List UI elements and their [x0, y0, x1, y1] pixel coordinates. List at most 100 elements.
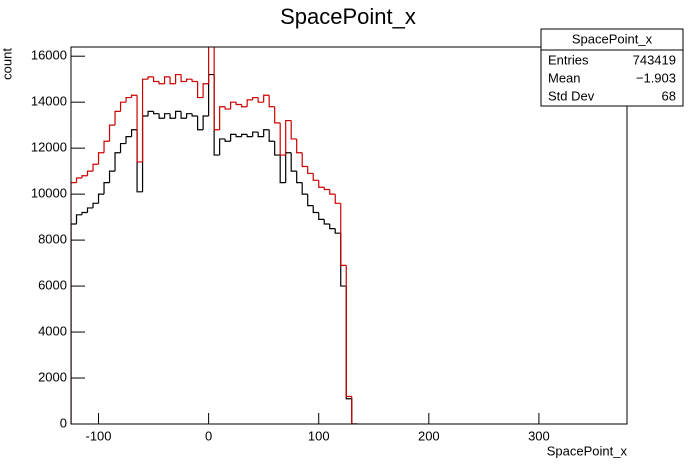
- histogram-bin: [246, 134, 253, 138]
- histogram-bin: [257, 132, 264, 138]
- stats-border: [540, 28, 684, 107]
- histogram-bin: [97, 193, 105, 204]
- histogram-bin: [318, 212, 325, 221]
- histogram-bin: [268, 95, 275, 108]
- histogram-bin: [219, 138, 226, 156]
- histogram-bin: [158, 81, 165, 85]
- y-tick-label: 2000: [38, 369, 67, 384]
- histogram-bin: [257, 97, 264, 103]
- histogram-bin: [296, 138, 303, 154]
- histogram-bin: [334, 194, 341, 204]
- histogram-bin: [334, 228, 341, 234]
- histogram-bin: [197, 115, 204, 131]
- histogram-bin: [274, 141, 281, 156]
- histogram-bin: [301, 182, 308, 195]
- histogram-bin: [147, 76, 154, 80]
- x-tick-label: 300: [528, 428, 550, 443]
- histogram-bin: [119, 101, 127, 112]
- histogram-bin: [301, 152, 308, 168]
- histogram-bin: [340, 203, 347, 266]
- histogram-bin: [323, 219, 330, 225]
- histogram-bin: [152, 111, 160, 115]
- histogram-bin: [103, 140, 110, 153]
- histogram-bin: [114, 152, 121, 172]
- histogram-bin: [246, 99, 253, 107]
- histogram-bin: [241, 133, 248, 137]
- stats-label: Entries: [548, 52, 589, 67]
- histogram-bin: [219, 106, 226, 130]
- histogram-bin: [152, 76, 160, 83]
- histogram-bin: [75, 214, 83, 225]
- histogram-bin: [86, 170, 94, 176]
- histogram-bin: [290, 120, 297, 140]
- histogram-bin: [197, 81, 204, 99]
- histogram-bin: [130, 129, 138, 137]
- histogram-bin: [307, 166, 314, 175]
- histogram-bin: [351, 396, 358, 424]
- histogram-bin: [312, 205, 319, 214]
- histogram-bin: [296, 171, 303, 184]
- plot-area: [71, 47, 358, 424]
- histogram-bin: [147, 110, 154, 116]
- histogram-bin: [268, 129, 275, 142]
- histogram-bin: [114, 110, 121, 126]
- histogram-bin: [119, 142, 127, 153]
- histogram-bin: [81, 211, 88, 215]
- y-tick-label: 10000: [31, 186, 67, 201]
- histogram-bin: [174, 110, 182, 119]
- histogram-bin: [169, 76, 176, 85]
- histogram-bin: [136, 95, 143, 163]
- histogram-bin: [108, 170, 116, 183]
- histogram-bin: [307, 194, 314, 207]
- histogram-bin: [97, 152, 105, 165]
- x-tick-label: 200: [418, 428, 440, 443]
- x-tick-label: -100: [86, 428, 112, 443]
- histogram-bin: [235, 134, 242, 138]
- histogram-bin: [191, 79, 198, 83]
- histogram-bin: [208, 47, 210, 84]
- histogram-bin: [241, 104, 248, 108]
- histogram-bin: [125, 96, 132, 103]
- histogram-bin: [329, 224, 336, 230]
- y-tick-label: 4000: [38, 323, 67, 338]
- histogram-bin: [213, 47, 220, 131]
- histogram-bin: [75, 177, 83, 183]
- histogram-bin: [329, 189, 336, 195]
- histogram-bin: [224, 138, 231, 142]
- x-tick-label: 100: [308, 428, 330, 443]
- histogram-bin: [279, 122, 286, 156]
- histogram-bin: [312, 173, 319, 181]
- histogram-bin: [186, 113, 193, 119]
- chart-title: SpacePoint_x: [280, 4, 416, 29]
- histogram-bin: [235, 102, 242, 106]
- histogram-bin: [81, 175, 88, 179]
- histogram-bin: [202, 115, 209, 130]
- histogram-bin: [92, 163, 99, 172]
- histogram-bin: [180, 74, 187, 83]
- histogram-bin: [290, 152, 297, 172]
- histogram-bin: [230, 133, 237, 142]
- stats-value: −1.903: [636, 70, 676, 85]
- histogram-bin: [163, 76, 171, 84]
- histogram-bin: [252, 131, 259, 137]
- stats-value: 68: [662, 88, 676, 103]
- histogram-bin: [191, 113, 198, 117]
- histogram-bin: [169, 113, 176, 119]
- histogram-bin: [141, 78, 149, 162]
- y-tick-label: 8000: [38, 232, 67, 247]
- histogram-bin: [108, 124, 116, 142]
- histogram-bin: [318, 180, 325, 188]
- histogram-bin: [186, 78, 193, 82]
- histogram-bin: [174, 73, 182, 84]
- y-axis-label: count: [0, 48, 14, 80]
- histogram-bin: [279, 155, 286, 184]
- histogram-bin: [86, 207, 94, 213]
- histogram-bin: [158, 113, 165, 119]
- stats-box: SpacePoint_x Entries 743419 Mean −1.903 …: [540, 28, 684, 107]
- histogram-bin: [285, 119, 292, 156]
- histogram-bin: [202, 83, 209, 98]
- y-tick-label: 12000: [31, 140, 67, 155]
- histogram-bin: [125, 136, 132, 144]
- histogram-bin: [71, 223, 77, 424]
